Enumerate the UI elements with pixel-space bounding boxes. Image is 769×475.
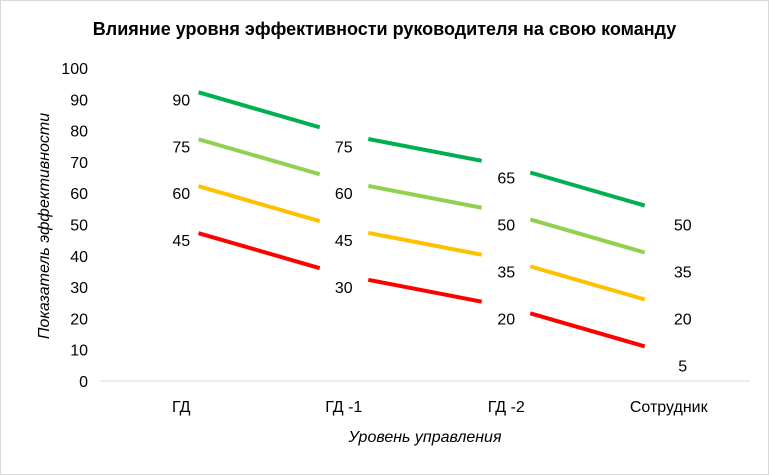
data-label: 90 (172, 92, 190, 109)
series-line-segment (367, 137, 483, 163)
series-line-segment (529, 264, 646, 302)
y-tick-label: 80 (70, 124, 88, 141)
x-tick-label: ГД (172, 399, 191, 416)
data-label: 50 (674, 218, 692, 235)
y-tick-label: 60 (70, 186, 88, 203)
data-label: 60 (335, 186, 353, 203)
data-label: 35 (497, 264, 515, 281)
data-label: 20 (497, 311, 515, 328)
y-tick-label: 10 (70, 343, 88, 360)
data-label: 60 (172, 186, 190, 203)
x-tick-label: Сотрудник (630, 399, 709, 416)
series-line-segment (529, 217, 646, 255)
y-tick-label: 30 (70, 280, 88, 297)
series-line-segment (197, 231, 321, 271)
x-axis: ГД ГД -1 ГД -2 Сотрудник (100, 380, 750, 416)
series-line-segment (529, 170, 646, 208)
y-tick-label: 70 (70, 155, 88, 172)
series-lines (197, 90, 646, 349)
data-label: 65 (497, 171, 515, 188)
series-line-segment (367, 183, 483, 210)
y-tick-label: 0 (79, 374, 88, 391)
x-tick-label: ГД -2 (488, 399, 525, 416)
y-tick-label: 100 (61, 61, 88, 78)
data-label: 75 (335, 139, 353, 156)
y-tick-label: 20 (70, 311, 88, 328)
x-tick-label: ГД -1 (325, 399, 362, 416)
data-label: 50 (497, 218, 515, 235)
data-label: 30 (335, 280, 353, 297)
data-label: 45 (172, 233, 190, 250)
series-line-segment (197, 137, 321, 177)
data-label: 75 (172, 139, 190, 156)
y-tick-label: 40 (70, 249, 88, 266)
data-labels: 90 75 65 50 75 60 50 35 60 45 35 20 45 30 20 5 (172, 92, 691, 375)
data-label: 35 (674, 264, 692, 281)
chart-title: Влияние уровня эффективности руководител… (92, 19, 677, 39)
data-label: 20 (674, 311, 692, 328)
series-line-segment (197, 184, 321, 224)
data-label: 5 (678, 358, 687, 375)
y-tick-label: 50 (70, 218, 88, 235)
data-label: 45 (335, 233, 353, 250)
x-axis-title: Уровень управления (348, 429, 502, 446)
y-axis: 0 10 20 30 40 50 60 70 80 90 100 (61, 61, 88, 391)
series-line-segment (367, 277, 483, 304)
y-axis-title: Показатель эффективности (36, 113, 53, 339)
series-line-segment (197, 90, 321, 130)
y-tick-label: 90 (70, 92, 88, 109)
series-line-segment (367, 230, 483, 257)
series-line-segment (529, 311, 646, 349)
